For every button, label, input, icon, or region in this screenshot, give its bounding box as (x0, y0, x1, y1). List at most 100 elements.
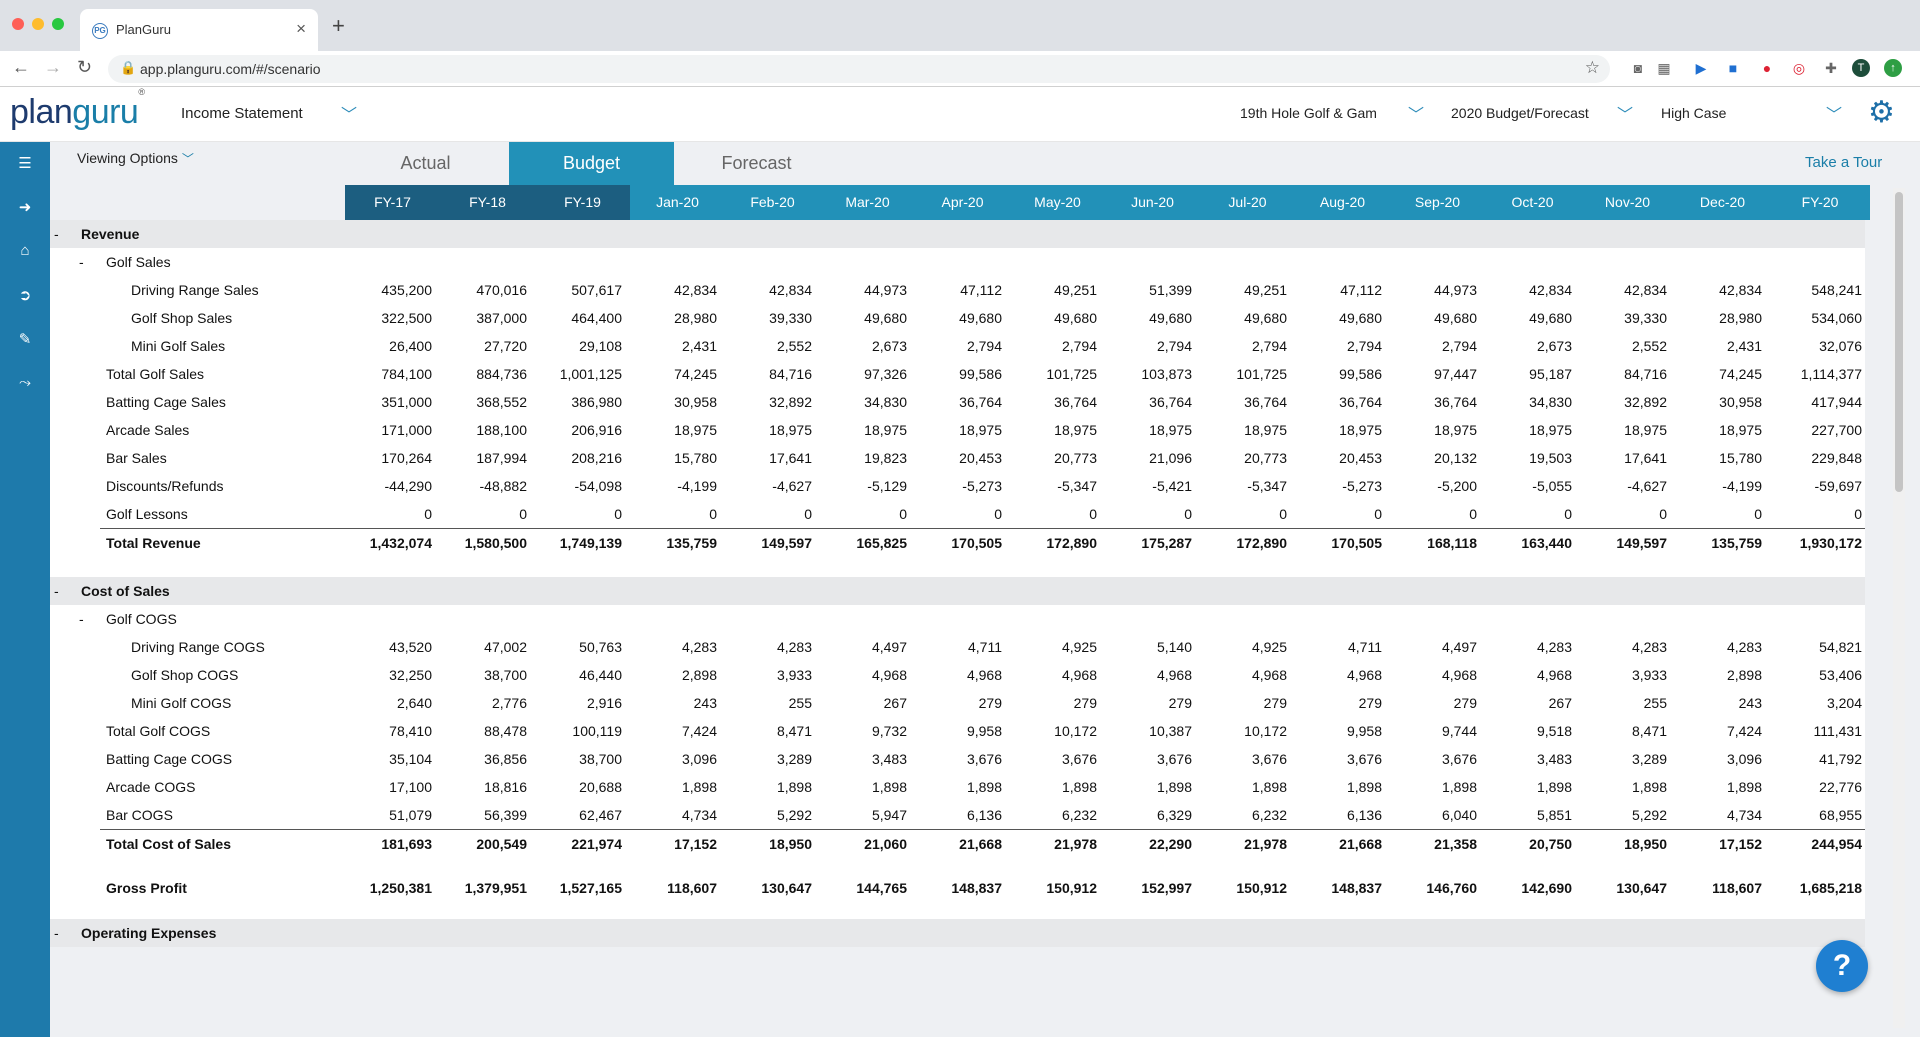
cell-value[interactable]: -59,697 (1814, 478, 1862, 494)
cell-value[interactable]: 38,700 (484, 667, 527, 683)
cell-value[interactable]: 4,968 (1536, 667, 1572, 683)
cell-value[interactable]: 206,916 (571, 422, 622, 438)
cell-value[interactable]: 9,732 (871, 723, 907, 739)
collapse-toggle[interactable]: - (54, 925, 59, 941)
cell-value[interactable]: 1,898 (776, 779, 812, 795)
cell-value[interactable]: 0 (424, 506, 432, 522)
cell-value[interactable]: 2,673 (871, 338, 907, 354)
cell-value[interactable]: -44,290 (384, 478, 432, 494)
cell-value[interactable]: 0 (1374, 506, 1382, 522)
minimize-window-icon[interactable] (32, 18, 44, 30)
cell-value[interactable]: 38,700 (579, 751, 622, 767)
cell-value[interactable]: 3,676 (966, 751, 1002, 767)
cell-value[interactable]: 30,958 (1719, 394, 1762, 410)
cell-value[interactable]: 4,968 (871, 667, 907, 683)
cell-value[interactable]: 2,898 (681, 667, 717, 683)
cell-value[interactable]: 0 (1469, 506, 1477, 522)
cell-value[interactable]: 21,358 (1434, 836, 1477, 852)
cell-value[interactable]: 22,776 (1819, 779, 1862, 795)
cell-value[interactable]: 170,505 (1331, 535, 1382, 551)
cell-value[interactable]: -5,055 (1532, 478, 1572, 494)
cell-value[interactable]: 95,187 (1529, 366, 1572, 382)
cell-value[interactable]: 163,440 (1521, 535, 1572, 551)
cell-value[interactable]: 2,916 (586, 695, 622, 711)
scenario-selector[interactable]: 2020 Budget/Forecast (1451, 105, 1589, 121)
screen-extension-icon[interactable]: ▶ (1695, 60, 1707, 76)
cell-value[interactable]: 36,764 (1339, 394, 1382, 410)
close-window-icon[interactable] (12, 18, 24, 30)
forward-icon[interactable]: → (44, 57, 62, 77)
cell-value[interactable]: 2,552 (776, 338, 812, 354)
cell-value[interactable]: 36,764 (959, 394, 1002, 410)
cell-value[interactable]: 279 (1453, 695, 1477, 711)
cell-value[interactable]: 3,676 (1251, 751, 1287, 767)
cell-value[interactable]: 49,251 (1054, 282, 1097, 298)
cell-value[interactable]: 21,978 (1054, 836, 1097, 852)
row-label[interactable]: Cost of Sales (81, 583, 170, 599)
column-header-fy-20[interactable]: FY-20 (1770, 185, 1870, 220)
row-label[interactable]: Batting Cage COGS (106, 751, 233, 767)
cell-value[interactable]: 3,483 (1536, 751, 1572, 767)
collapse-toggle[interactable]: - (54, 226, 59, 242)
cell-value[interactable]: 2,431 (1726, 338, 1762, 354)
cell-value[interactable]: 10,172 (1244, 723, 1287, 739)
cell-value[interactable]: 49,680 (1149, 310, 1192, 326)
cell-value[interactable]: 84,716 (1624, 366, 1667, 382)
url-text[interactable]: app.planguru.com/#/scenario (140, 61, 321, 77)
cell-value[interactable]: 1,379,951 (464, 880, 527, 896)
profile-avatar[interactable]: T (1852, 59, 1870, 77)
cell-value[interactable]: 100,119 (572, 723, 622, 739)
cell-value[interactable]: 49,251 (1244, 282, 1287, 298)
cell-value[interactable]: 0 (1754, 506, 1762, 522)
tab-forecast[interactable]: Forecast (721, 153, 792, 173)
take-a-tour-link[interactable]: Take a Tour (1805, 154, 1883, 171)
cell-value[interactable]: 36,764 (1149, 394, 1192, 410)
cell-value[interactable]: 3,483 (871, 751, 907, 767)
cell-value[interactable]: 534,060 (1811, 310, 1862, 326)
cell-value[interactable]: 18,975 (1149, 422, 1192, 438)
cell-value[interactable]: 4,734 (681, 807, 717, 823)
cell-value[interactable]: 386,980 (571, 394, 622, 410)
cell-value[interactable]: 1,114,377 (1800, 366, 1862, 382)
cell-value[interactable]: 470,016 (476, 282, 527, 298)
tab-actual[interactable]: Actual (400, 153, 451, 173)
cell-value[interactable]: 1,749,139 (559, 535, 622, 551)
cell-value[interactable]: 146,760 (1426, 880, 1477, 896)
cell-value[interactable]: 4,968 (1061, 667, 1097, 683)
cell-value[interactable]: 1,527,165 (559, 880, 622, 896)
column-header-oct-20[interactable]: Oct-20 (1485, 185, 1580, 220)
cell-value[interactable]: 172,890 (1236, 535, 1287, 551)
cell-value[interactable]: 21,668 (1339, 836, 1382, 852)
maximize-window-icon[interactable] (52, 18, 64, 30)
cell-value[interactable]: 17,100 (389, 779, 432, 795)
cell-value[interactable]: 5,947 (871, 807, 907, 823)
collapse-toggle[interactable]: - (79, 254, 84, 270)
cell-value[interactable]: 1,898 (1061, 779, 1097, 795)
cell-value[interactable]: 3,289 (776, 751, 812, 767)
cell-value[interactable]: 6,136 (966, 807, 1002, 823)
row-label[interactable]: Bar Sales (106, 450, 167, 466)
report-selector[interactable]: Income Statement (181, 105, 303, 122)
cell-value[interactable]: 49,680 (959, 310, 1002, 326)
row-label[interactable]: Driving Range Sales (131, 282, 259, 298)
row-label[interactable]: Golf Shop COGS (131, 667, 239, 683)
cell-value[interactable]: 49,680 (1054, 310, 1097, 326)
cell-value[interactable]: 170,264 (381, 450, 432, 466)
cell-value[interactable]: 3,676 (1441, 751, 1477, 767)
cell-value[interactable]: 21,096 (1149, 450, 1192, 466)
cell-value[interactable]: 1,898 (1251, 779, 1287, 795)
cell-value[interactable]: 175,287 (1141, 535, 1192, 551)
row-label[interactable]: Discounts/Refunds (106, 478, 224, 494)
cell-value[interactable]: 97,326 (864, 366, 907, 382)
row-label[interactable]: Mini Golf Sales (131, 338, 226, 354)
cell-value[interactable]: 9,744 (1441, 723, 1477, 739)
cell-value[interactable]: 148,837 (1331, 880, 1382, 896)
cell-value[interactable]: 17,641 (1624, 450, 1667, 466)
cell-value[interactable]: 279 (1263, 695, 1287, 711)
cell-value[interactable]: 144,765 (856, 880, 907, 896)
planguru-logo[interactable]: planguru® (10, 87, 145, 132)
cell-value[interactable]: -5,273 (962, 478, 1002, 494)
row-label[interactable]: Revenue (81, 226, 140, 242)
cell-value[interactable]: 148,837 (951, 880, 1002, 896)
cell-value[interactable]: 34,830 (1529, 394, 1572, 410)
